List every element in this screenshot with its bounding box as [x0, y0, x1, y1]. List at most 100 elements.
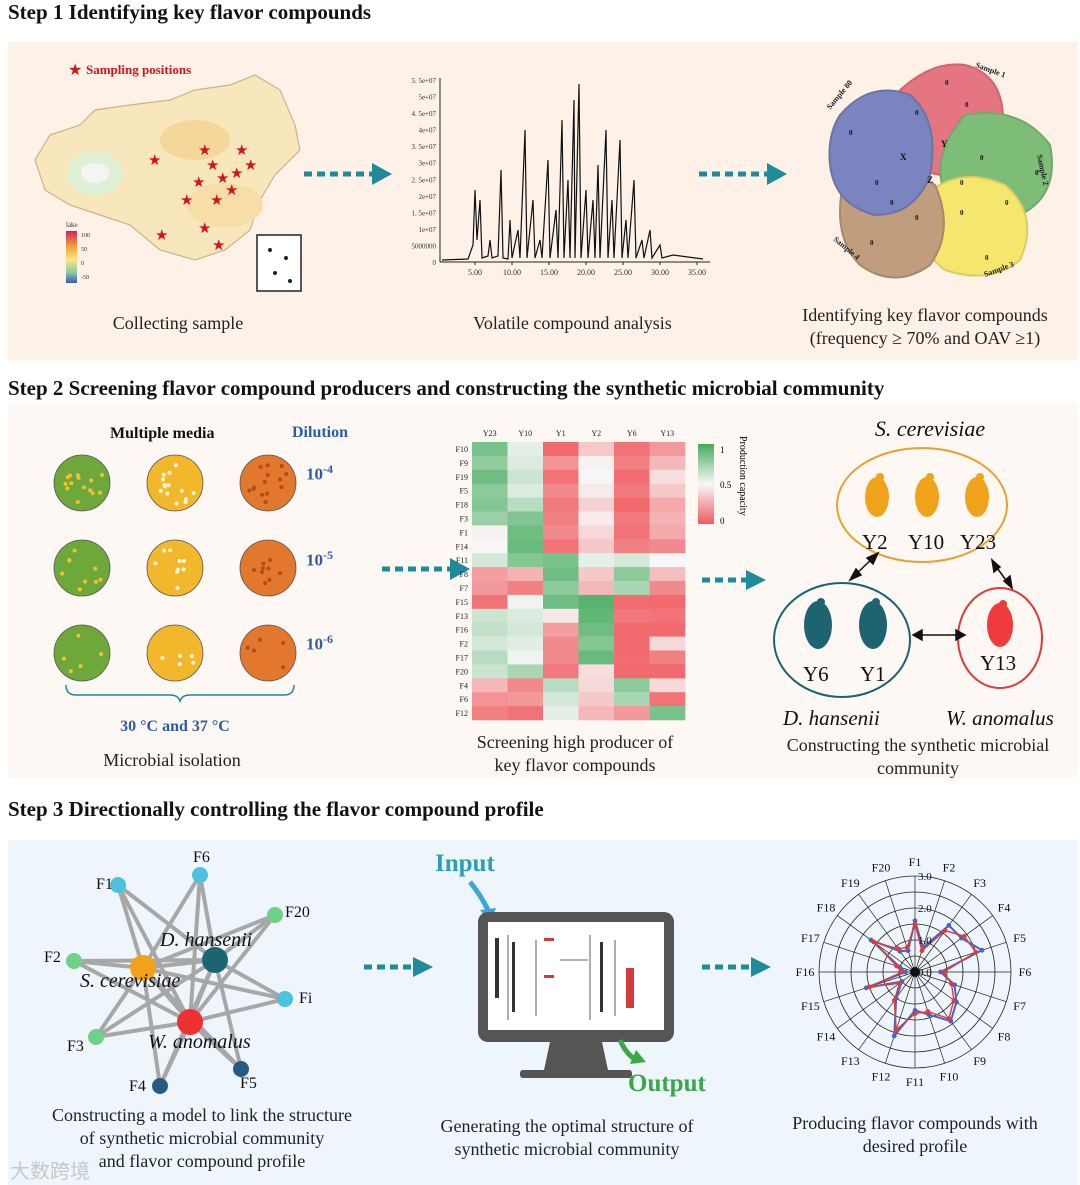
heatmap-row-label: F8 — [460, 570, 468, 579]
colony-dot — [252, 485, 257, 490]
heatmap-cell — [507, 567, 544, 582]
dilution-base: 10 — [306, 550, 323, 570]
caption-collecting-sample: Collecting sample — [112, 313, 244, 333]
colony-dot — [100, 472, 105, 477]
colony-dot — [160, 656, 165, 661]
radar-point — [946, 923, 952, 928]
radar-category-label: F15 — [801, 999, 820, 1013]
heatmap-cell — [614, 636, 650, 651]
colony-dot — [160, 477, 165, 482]
heatmap-cell — [507, 525, 544, 540]
strain-label: Y13 — [980, 651, 1016, 675]
heatmap-cell — [578, 622, 615, 637]
chrom-y-tick: 1e+07 — [418, 226, 436, 234]
star-marker: ★ — [225, 183, 238, 199]
heatmap-row-label: F17 — [456, 653, 468, 662]
radar-point — [904, 945, 910, 951]
heatmap-row-label: F3 — [460, 514, 468, 523]
star-marker: ★ — [216, 171, 229, 187]
radar-chart: F1 F2 F3 F4 F5 F6 F7 F8 F9 F10 F11 F12 F13 F14 F15 F16 F… — [796, 855, 1032, 1089]
colony-dot — [153, 561, 158, 566]
caption-screening-1: Screening high producer of — [476, 732, 674, 752]
yeast-cell-y10 — [915, 477, 939, 517]
chrom-x-tick: 35.00 — [688, 268, 706, 277]
colony-dot — [267, 577, 272, 582]
heatmap-row-label: F5 — [460, 487, 468, 496]
dilution-1e-6: 10-6 — [306, 632, 333, 655]
heatmap-cell — [614, 497, 650, 512]
heatmap-cell — [649, 664, 686, 679]
map-terrain-orange — [160, 120, 230, 160]
radar-point — [979, 947, 985, 953]
node-fi — [277, 991, 293, 1007]
colony-dot — [265, 473, 270, 478]
radar-category-label: F6 — [1019, 965, 1032, 979]
heatmap-cell — [578, 581, 615, 596]
node-label: F5 — [240, 1075, 257, 1092]
step3-title: Step 3 Directionally controlling the fla… — [8, 797, 544, 821]
node-s-cerevisiae — [130, 955, 156, 981]
d-hansenii-label: D. hansenii — [783, 706, 880, 730]
node-label: F4 — [129, 1078, 146, 1095]
network-graph: F6 F1 F20 F2 Fi F3 F4 F5 D. hansenii S. … — [44, 849, 313, 1095]
venn-zero: 0 — [1005, 199, 1009, 207]
heatmap-cell — [578, 469, 615, 484]
colony-dot — [78, 664, 83, 669]
petri-dish — [146, 624, 204, 682]
dilution-label: Dilution — [292, 424, 349, 441]
colony-dot — [265, 491, 270, 496]
heatmap-cell — [578, 455, 615, 471]
heatmap-col-label: Y23 — [483, 429, 497, 438]
heatmap-cell — [472, 483, 508, 498]
radar-category-label: F7 — [1013, 999, 1026, 1013]
heatmap-cell — [507, 442, 544, 457]
star-marker: ★ — [180, 193, 193, 209]
heatmap-cell — [472, 525, 508, 540]
radar-spoke — [914, 971, 972, 1050]
yeast-cell-y2 — [865, 477, 889, 517]
heatmap-cell — [578, 692, 615, 707]
petri-dish — [53, 624, 111, 682]
heatmap-cell — [543, 525, 579, 540]
heatmap-legend-tick: 0 — [720, 516, 725, 526]
w-anomalus-label: W. anomalus — [946, 706, 1054, 730]
heatmap-cell — [614, 483, 650, 498]
colony-dot — [175, 585, 180, 590]
colony-dot — [168, 548, 173, 553]
colony-dot — [69, 481, 74, 486]
step2-title: Step 2 Screening flavor compound produce… — [8, 376, 885, 400]
colony-dot — [65, 475, 70, 480]
colony-dot — [245, 645, 250, 650]
synthetic-community: Y2 Y10 Y23 Y6 Y1 Y13 — [773, 447, 1043, 698]
colony-dot — [93, 579, 98, 584]
petri-dish — [146, 539, 204, 597]
chrom-y-tick: 5000000 — [412, 242, 437, 250]
hansenii-group — [773, 582, 911, 698]
heatmap-cell — [578, 567, 615, 582]
chrom-y-tick: 4. 5e+07 — [411, 110, 436, 118]
heatmap-cell — [614, 622, 650, 637]
heatmap-cell — [649, 525, 686, 540]
radar-category-label: F12 — [872, 1070, 891, 1084]
star-marker: ★ — [235, 143, 248, 159]
colony-dot — [263, 581, 268, 586]
heatmap-cell — [507, 608, 544, 623]
radar-spoke — [914, 894, 972, 973]
heatmap-cell — [649, 692, 686, 707]
venn-zero: 0 — [870, 239, 874, 247]
arrow-1 — [304, 163, 392, 185]
radar-spoke — [858, 971, 916, 1050]
dilution-exponent: -4 — [323, 462, 333, 476]
heatmap-col-label: Y2 — [591, 429, 601, 438]
heatmap-cell — [472, 581, 508, 596]
petri-dish — [239, 624, 297, 682]
node-f4 — [152, 1078, 168, 1094]
strain-label: Y1 — [860, 662, 886, 686]
heatmap-cell — [578, 706, 615, 721]
heatmap-cell — [543, 539, 579, 554]
chrom-y-tick: 2e+07 — [418, 193, 436, 201]
heatmap-cell — [543, 622, 579, 637]
heatmap-row-label: F9 — [460, 459, 468, 468]
node-label: S. cerevisiae — [80, 970, 180, 992]
colony-dot — [279, 485, 284, 490]
